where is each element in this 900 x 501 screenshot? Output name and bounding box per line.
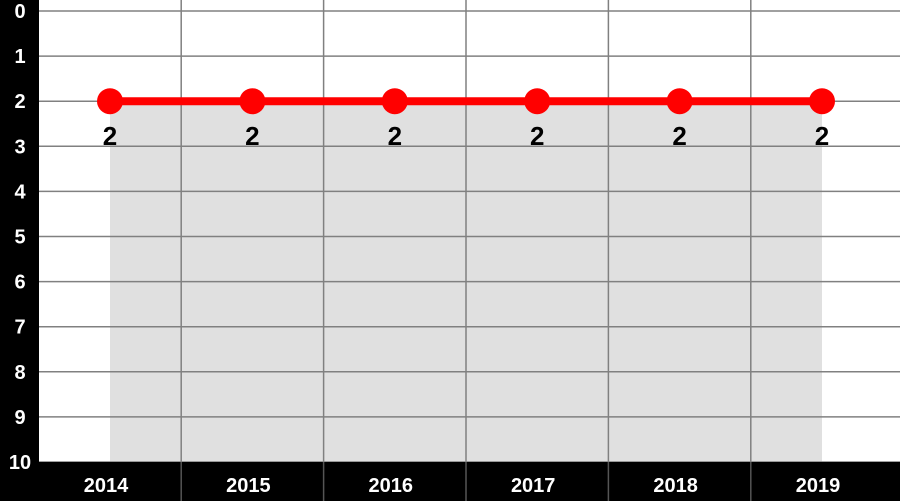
data-label: 2	[103, 121, 117, 151]
y-tick-label: 7	[14, 317, 25, 339]
data-point	[239, 88, 266, 115]
x-tick-label: 2019	[796, 475, 841, 497]
data-point	[381, 88, 408, 115]
y-tick-label: 1	[14, 46, 25, 68]
data-point	[809, 88, 835, 115]
y-axis-band	[0, 0, 39, 501]
data-point	[97, 88, 123, 115]
y-tick-label: 0	[14, 1, 25, 23]
data-label: 2	[672, 121, 686, 151]
y-tick-label: 3	[14, 136, 25, 158]
y-tick-label: 9	[14, 407, 25, 429]
x-tick-label: 2018	[653, 475, 698, 497]
y-tick-label: 2	[14, 91, 25, 113]
y-tick-label: 5	[14, 227, 25, 249]
data-label: 2	[245, 121, 259, 151]
data-point	[524, 88, 551, 115]
y-tick-label: 4	[14, 181, 26, 203]
x-tick-label: 2014	[84, 475, 129, 497]
data-label: 2	[815, 121, 829, 151]
data-label: 2	[530, 121, 544, 151]
x-axis-band	[0, 462, 900, 501]
x-tick-label: 2015	[226, 475, 271, 497]
x-tick-label: 2017	[511, 475, 556, 497]
y-tick-label: 8	[14, 362, 25, 384]
x-tick-label: 2016	[369, 475, 414, 497]
y-tick-label: 6	[14, 272, 25, 294]
data-point	[666, 88, 693, 115]
data-label: 2	[388, 121, 402, 151]
y-tick-label: 10	[9, 452, 31, 474]
